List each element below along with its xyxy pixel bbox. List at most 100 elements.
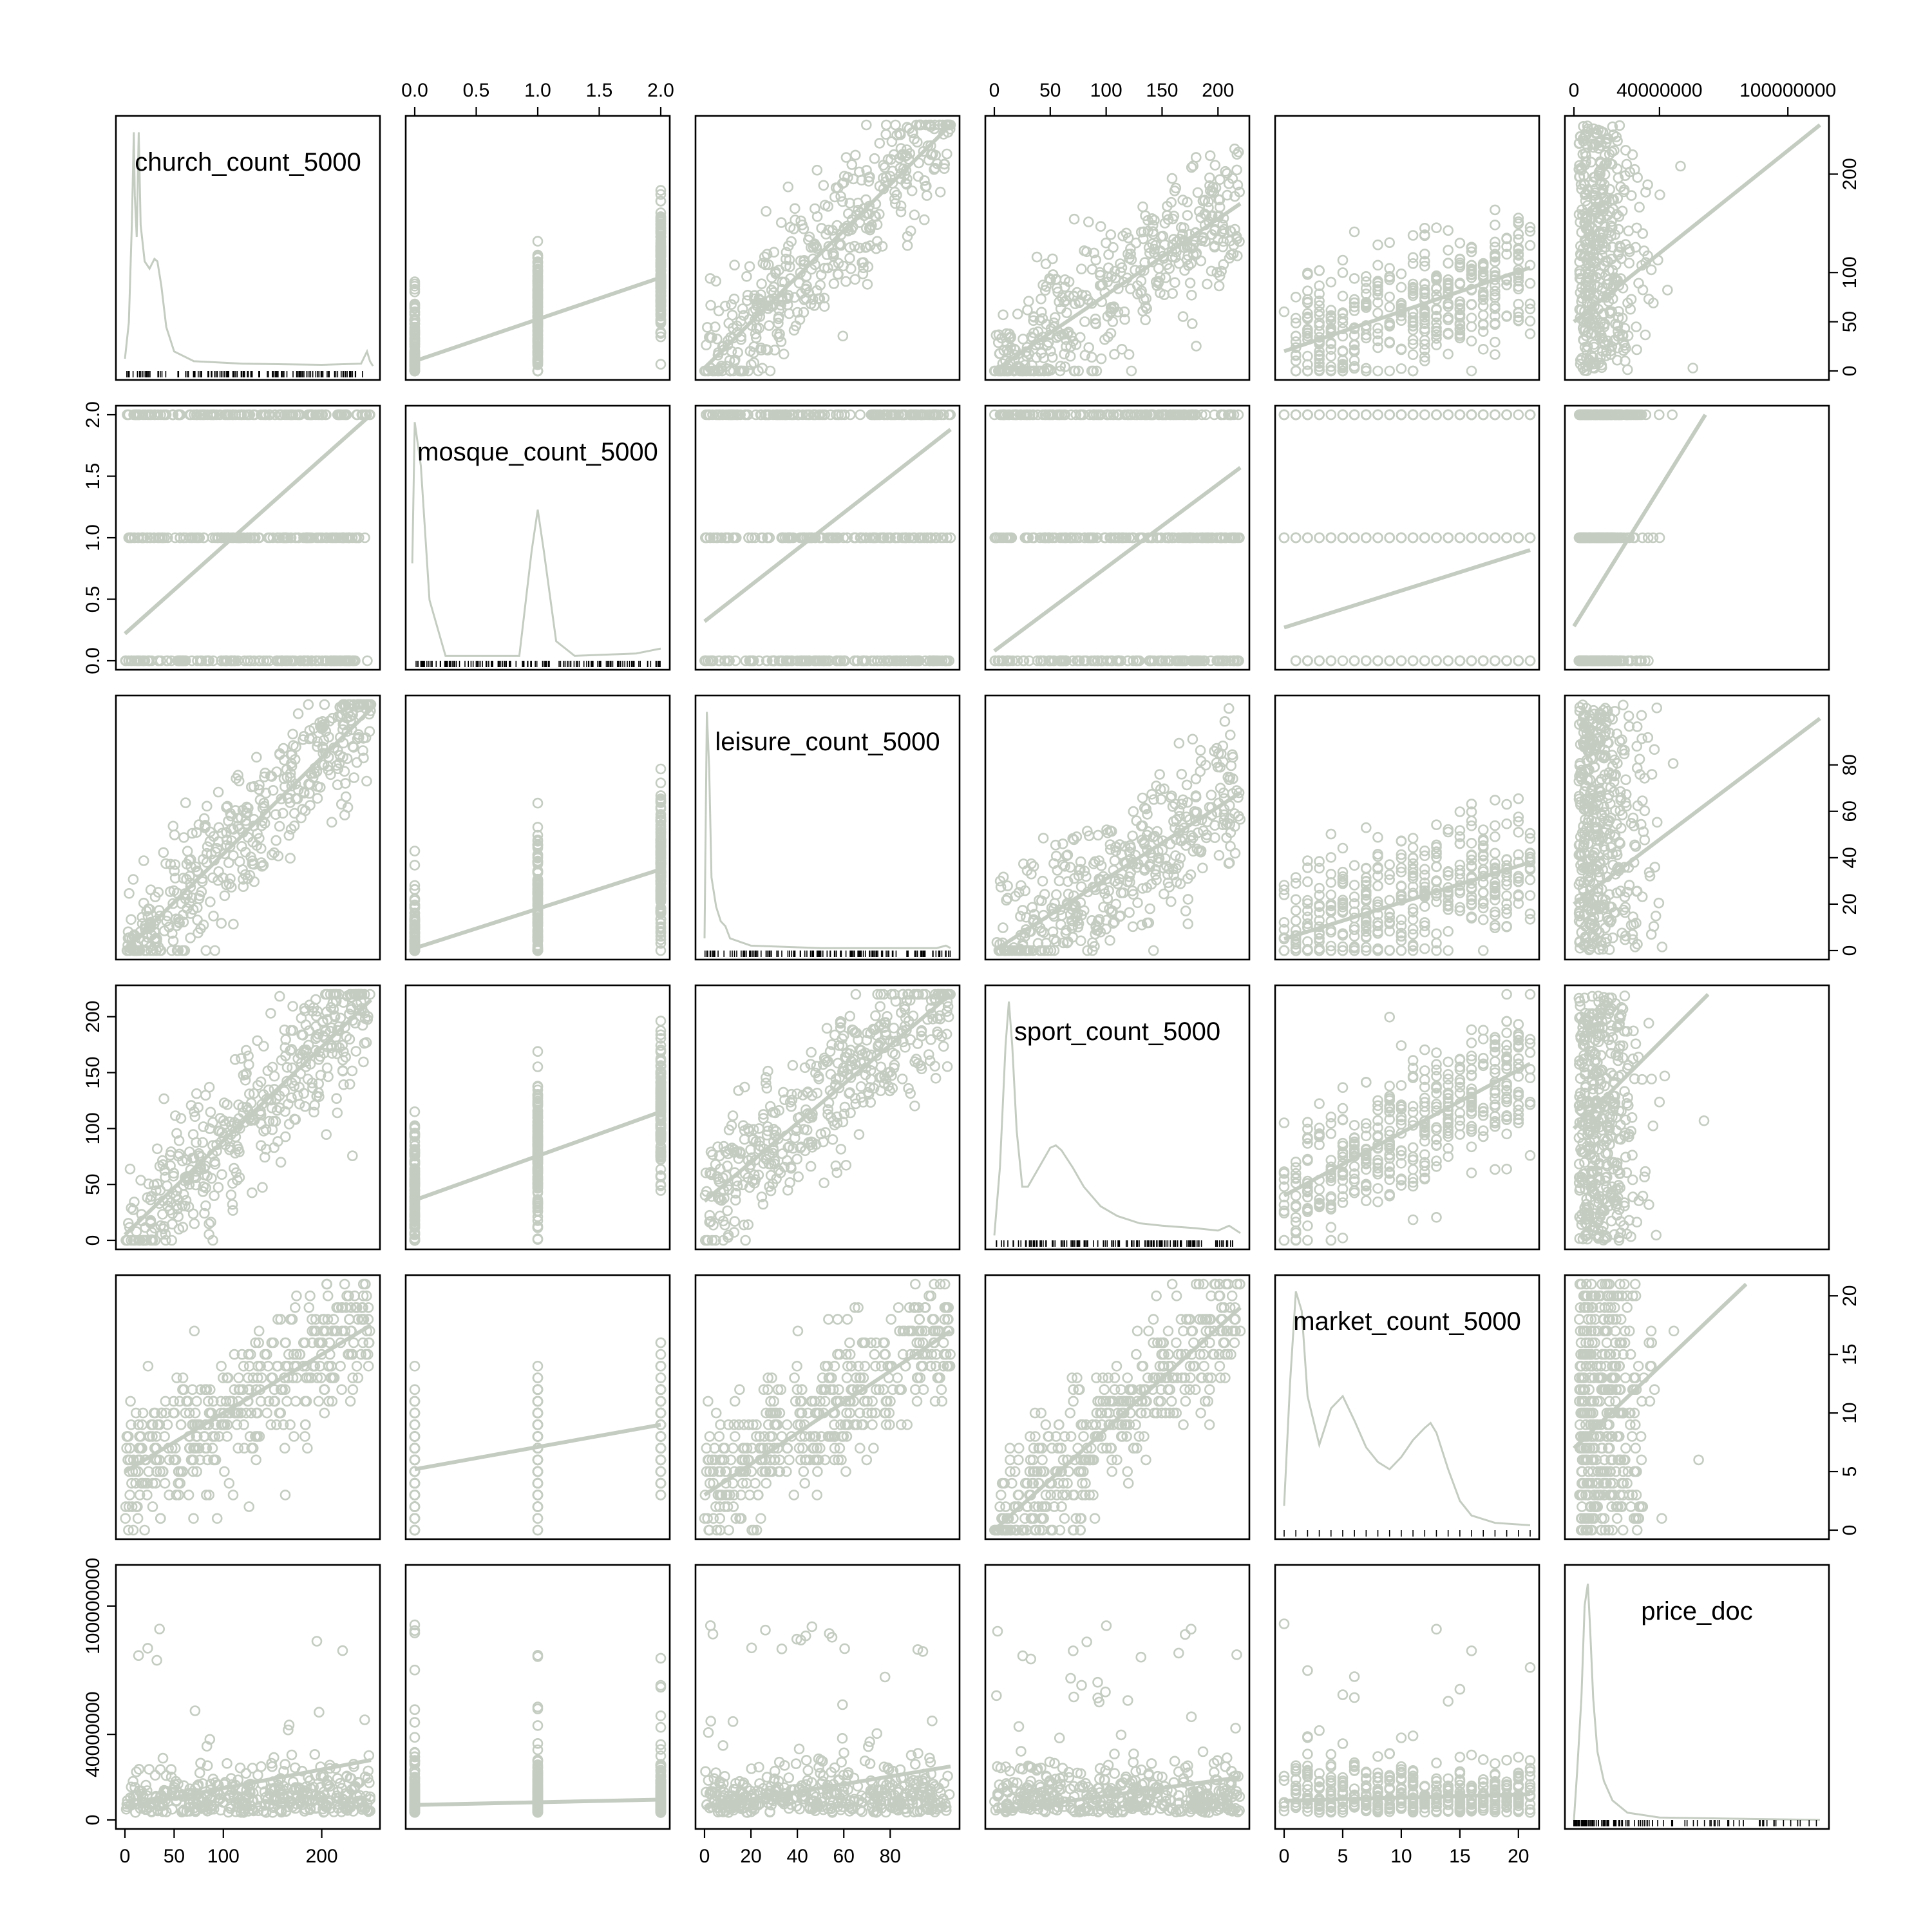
data-point [1043, 365, 1054, 377]
data-point [844, 252, 855, 264]
data-point [1407, 252, 1419, 263]
data-point [348, 772, 360, 783]
data-point [869, 153, 880, 164]
data-point [1443, 409, 1454, 421]
data-point [742, 289, 753, 301]
data-point [1466, 532, 1477, 544]
data-point [1314, 306, 1325, 317]
data-point [880, 119, 892, 131]
data-point [752, 298, 763, 309]
panel-grid: church_count_5000mosque_count_5000leisur… [115, 115, 1830, 1830]
data-point [1039, 365, 1050, 377]
data-point [1372, 409, 1383, 421]
data-point [710, 365, 721, 377]
data-point [705, 299, 716, 311]
data-point [887, 166, 898, 177]
panel-border [115, 115, 381, 381]
data-point [1218, 223, 1230, 235]
data-point [1183, 260, 1194, 271]
data-point [1203, 202, 1214, 213]
data-point [1524, 532, 1536, 544]
data-point [1073, 365, 1084, 377]
data-point [1372, 297, 1383, 308]
data-point [1524, 316, 1536, 327]
data-point [362, 655, 373, 667]
data-point [532, 252, 544, 263]
data-point [1091, 365, 1103, 377]
data-point [1290, 655, 1302, 667]
data-point [1003, 332, 1015, 344]
scatter-points [409, 185, 667, 377]
data-point [1138, 294, 1150, 305]
data-point [846, 263, 857, 274]
data-point [201, 800, 213, 812]
data-point [1419, 339, 1430, 350]
data-point [1466, 409, 1477, 421]
data-point [1290, 365, 1302, 377]
data-point [1431, 310, 1442, 322]
data-point [1325, 276, 1337, 288]
data-point [905, 225, 916, 237]
data-point [1021, 350, 1032, 362]
data-point [715, 363, 726, 374]
data-point [1018, 334, 1028, 345]
data-point [1372, 239, 1383, 251]
data-point [1222, 189, 1233, 201]
data-point [1349, 297, 1360, 308]
data-point [1167, 288, 1178, 299]
data-point [287, 728, 298, 740]
data-point [1214, 202, 1226, 213]
panel-sport-count-5000-vs-church-count-5000 [984, 115, 1251, 381]
data-point [1675, 160, 1686, 172]
data-point [994, 348, 1005, 359]
data-point [1046, 352, 1058, 363]
panel-mosque-count-5000-vs-leisure-count-5000 [404, 694, 671, 961]
data-point [1119, 306, 1130, 317]
data-point [743, 365, 754, 377]
data-point [741, 270, 752, 282]
data-point [655, 331, 667, 343]
data-point [1107, 316, 1119, 327]
data-point [1290, 355, 1302, 366]
data-point [1208, 182, 1218, 193]
data-point [1065, 350, 1076, 362]
panel-leisure-count-5000-vs-mosque-count-5000 [694, 404, 961, 671]
data-point [655, 305, 667, 316]
data-point [723, 317, 734, 329]
data-point [209, 945, 221, 956]
data-point [857, 268, 869, 279]
data-point [783, 240, 794, 252]
data-point [1070, 339, 1082, 350]
data-point [1302, 655, 1313, 667]
fit-line [703, 428, 952, 623]
data-point [1634, 202, 1645, 213]
data-point [1036, 293, 1046, 305]
data-point [1138, 226, 1150, 238]
data-point [1524, 240, 1536, 251]
data-point [858, 257, 869, 268]
data-point [763, 320, 775, 331]
data-point [890, 119, 901, 131]
data-point [1209, 160, 1221, 171]
fit-line [1572, 413, 1707, 628]
data-point [1278, 306, 1290, 317]
data-point [1477, 532, 1489, 544]
data-point [1162, 214, 1174, 225]
fit-line [124, 413, 372, 636]
data-point [1056, 329, 1067, 341]
data-point [837, 330, 849, 342]
data-point [1454, 532, 1466, 544]
data-point [213, 786, 224, 798]
data-point [532, 289, 544, 299]
data-point [1214, 174, 1226, 185]
data-point [887, 178, 898, 189]
data-point [1302, 285, 1313, 297]
data-point [705, 273, 716, 284]
data-point [1384, 274, 1395, 285]
data-point [853, 197, 864, 209]
data-point [861, 165, 872, 176]
data-point [1396, 281, 1407, 293]
data-point [1204, 150, 1216, 161]
data-point [1109, 348, 1120, 360]
data-point [1490, 532, 1501, 544]
